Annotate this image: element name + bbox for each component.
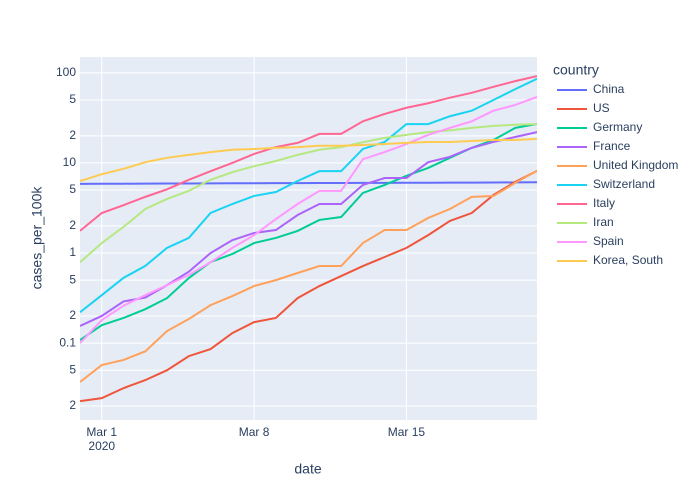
legend-label: Spain — [593, 234, 624, 248]
legend-label: Italy — [593, 196, 615, 210]
plot-background — [80, 57, 537, 420]
series-line — [80, 96, 537, 344]
y-tick-label: 1 — [69, 245, 76, 259]
y-tick-label: 5 — [69, 272, 76, 286]
x-tick-label: Mar 8 — [239, 425, 270, 439]
y-tick-label: 2 — [69, 128, 76, 142]
series-line — [80, 169, 537, 383]
series-line — [80, 181, 537, 185]
y-tick-label: 0.1 — [59, 335, 76, 349]
series-line — [80, 169, 537, 403]
x-tick-label: Mar 1 2020 — [86, 425, 117, 453]
grid — [80, 57, 537, 420]
series-line — [80, 131, 537, 327]
x-axis-title: date — [294, 461, 321, 477]
series-line — [80, 123, 537, 263]
series-line — [80, 75, 537, 232]
legend-label: US — [593, 101, 610, 115]
x-tick-label: Mar 15 — [388, 425, 426, 439]
y-tick-label: 2 — [69, 308, 76, 322]
legend-label: Korea, South — [593, 253, 663, 267]
series-line — [80, 137, 537, 182]
legend-label: France — [593, 139, 631, 153]
y-tick-label: 5 — [69, 362, 76, 376]
y-tick-label: 2 — [69, 218, 76, 232]
y-tick-label: 2 — [69, 398, 76, 412]
legend-label: Germany — [593, 120, 642, 134]
legend-label: China — [593, 82, 625, 96]
legend-label: Switzerland — [593, 177, 655, 191]
y-tick-label: 10 — [63, 155, 77, 169]
y-tick-label: 100 — [56, 65, 76, 79]
series-line — [80, 77, 537, 314]
legend-label: United Kingdom — [593, 158, 678, 172]
legend-title: country — [553, 62, 599, 78]
y-tick-label: 5 — [69, 182, 76, 196]
y-tick-label: 5 — [69, 92, 76, 106]
series-lines — [80, 75, 537, 403]
y-axis-title: cases_per_100k — [29, 186, 45, 290]
legend-label: Iran — [593, 215, 614, 229]
